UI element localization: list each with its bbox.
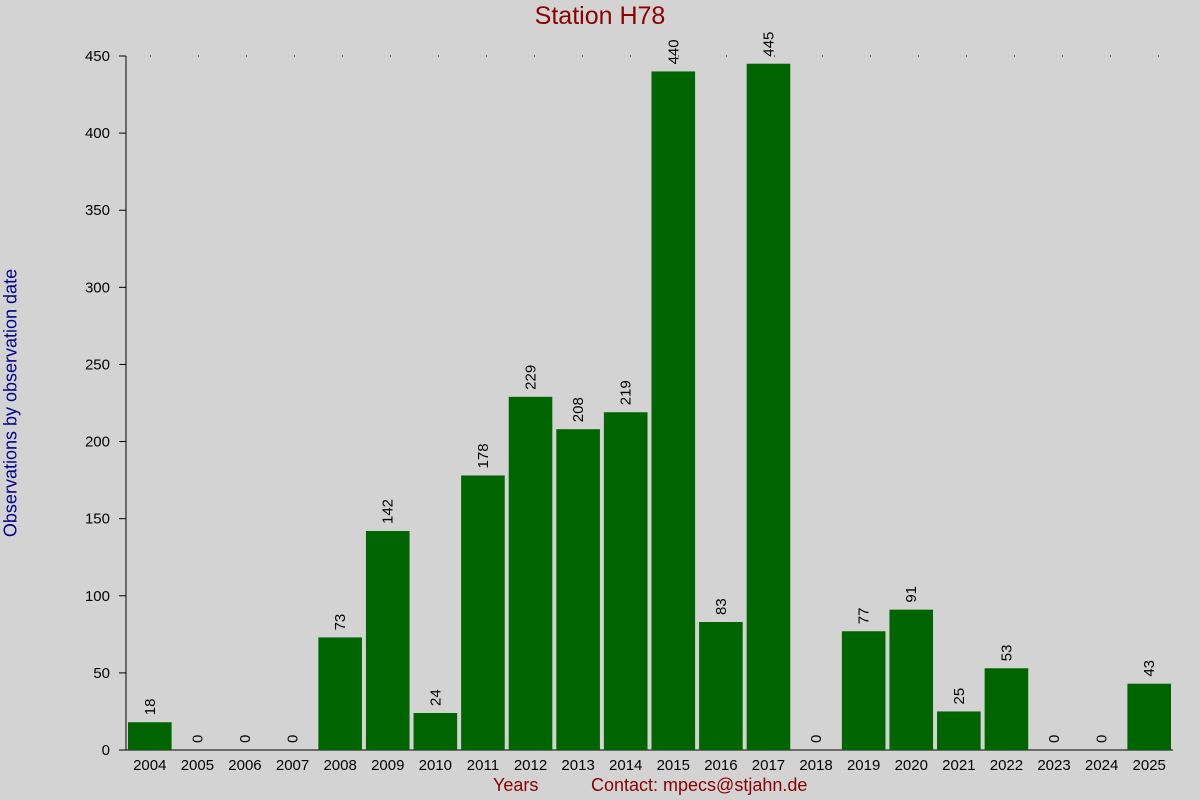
y-tick-label: 50: [93, 665, 110, 682]
data-label: 178: [475, 443, 492, 468]
x-tick-label: 2013: [561, 757, 594, 774]
data-label: 91: [903, 586, 920, 603]
data-label: 0: [808, 735, 825, 743]
bar: [318, 637, 362, 750]
x-tick-label: 2018: [799, 757, 832, 774]
data-label: 25: [951, 688, 968, 705]
x-tick-label: 2008: [323, 757, 356, 774]
data-label: 208: [570, 397, 587, 422]
chart-title: Station H78: [534, 2, 666, 30]
x-tick-label: 2012: [514, 757, 547, 774]
data-label: 445: [760, 32, 777, 57]
y-tick-label: 250: [85, 356, 110, 373]
y-tick-label: 300: [85, 279, 110, 296]
y-tick-label: 200: [85, 434, 110, 451]
data-label: 43: [1141, 660, 1158, 677]
data-label: 0: [1094, 735, 1111, 743]
bar: [699, 621, 743, 750]
data-label: 24: [427, 689, 444, 706]
y-tick-label: 0: [102, 742, 110, 759]
x-tick-label: 2023: [1037, 757, 1070, 774]
x-tick-label: 2006: [228, 757, 261, 774]
x-tick-label: 2024: [1085, 757, 1118, 774]
y-tick-label: 400: [85, 125, 110, 142]
x-tick-label: 2021: [942, 757, 975, 774]
x-tick-label: 2014: [609, 757, 642, 774]
x-tick-label: 2009: [371, 757, 404, 774]
y-tick-label: 150: [85, 511, 110, 528]
bar: [937, 711, 981, 750]
bar: [984, 668, 1029, 750]
y-tick-label: 100: [85, 588, 110, 605]
data-label: 440: [665, 39, 682, 64]
data-label: 142: [380, 499, 397, 524]
bar: [746, 63, 791, 750]
bar: [603, 412, 648, 750]
x-tick-label: 2004: [133, 757, 166, 774]
bar: [128, 722, 172, 750]
data-label: 0: [189, 735, 206, 743]
x-tick-label: 2010: [419, 757, 452, 774]
data-label: 18: [142, 699, 159, 716]
bar: [1127, 683, 1171, 750]
bar: [461, 475, 505, 750]
bar: [651, 71, 696, 750]
x-tick-label: 2022: [990, 757, 1023, 774]
x-tick-label: 2020: [895, 757, 928, 774]
x-tick-label: 2017: [752, 757, 785, 774]
x-tick-label: 2011: [467, 757, 499, 774]
y-tick-label: 450: [85, 48, 110, 65]
x-axis-label: Years: [493, 775, 539, 795]
x-tick-label: 2005: [181, 757, 214, 774]
contact-text: Contact: mpecs@stjahn.de: [591, 775, 808, 795]
data-label: 83: [713, 598, 730, 615]
x-tick-label: 2016: [704, 757, 737, 774]
data-label: 219: [618, 380, 635, 405]
bar: [365, 531, 410, 750]
data-label: 77: [856, 608, 873, 625]
bar: [889, 609, 934, 750]
data-label: 229: [523, 365, 540, 390]
bar: [508, 396, 553, 750]
x-tick-label: 2025: [1133, 757, 1166, 774]
data-label: 53: [998, 645, 1015, 662]
data-label: 0: [237, 735, 254, 743]
bar: [556, 429, 600, 750]
x-tick-label: 2019: [847, 757, 880, 774]
x-tick-label: 2015: [657, 757, 690, 774]
x-tick-label: 2007: [276, 757, 309, 774]
data-label: 73: [332, 614, 349, 631]
bar: [841, 631, 886, 750]
y-tick-label: 350: [85, 202, 110, 219]
bar: [413, 712, 458, 750]
data-label: 0: [285, 735, 302, 743]
data-label: 0: [1046, 735, 1063, 743]
